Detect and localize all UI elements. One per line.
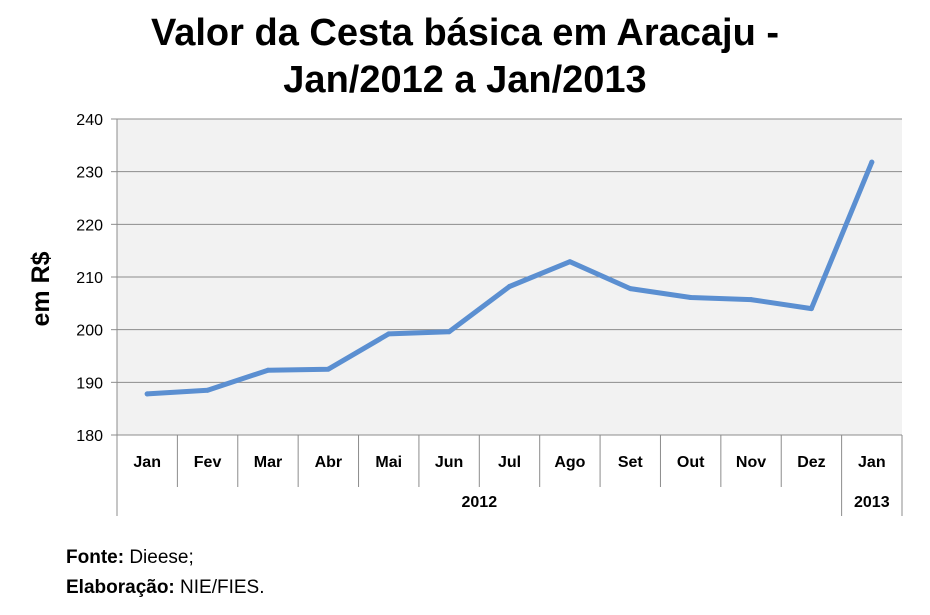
- y-tick-label: 240: [76, 112, 103, 129]
- y-tick-label: 180: [76, 428, 103, 445]
- source-label: Fonte:: [66, 547, 125, 568]
- x-group-label: 2013: [854, 494, 890, 511]
- x-tick-label: Mar: [254, 454, 282, 471]
- x-tick-label: Fev: [194, 454, 222, 471]
- credit-label: Elaboração:: [66, 577, 175, 598]
- x-group-label: 2012: [462, 494, 498, 511]
- y-axis-title: em R$: [27, 251, 55, 326]
- chart-title-line-2: Jan/2012 a Jan/2013: [283, 59, 647, 101]
- data-point: [567, 259, 573, 265]
- x-tick-label: Abr: [315, 454, 343, 471]
- footer: Fonte: Dieese; Elaboração: NIE/FIES.: [66, 543, 265, 603]
- series-layer: [144, 159, 875, 397]
- data-point: [627, 286, 633, 292]
- data-point: [205, 387, 211, 393]
- x-tick-label: Set: [618, 454, 644, 471]
- y-tick-label: 230: [76, 165, 103, 182]
- chart-title-line-1: Valor da Cesta básica em Aracaju -: [150, 12, 779, 54]
- source-line: Fonte: Dieese;: [66, 543, 265, 573]
- x-tick-label: Dez: [797, 454, 825, 471]
- chart-title: Valor da Cesta básica em Aracaju - Jan/2…: [60, 10, 870, 104]
- x-tick-label: Nov: [736, 454, 766, 471]
- data-point: [446, 329, 452, 335]
- data-point: [386, 331, 392, 337]
- data-point: [748, 297, 754, 303]
- source-value: Dieese;: [124, 547, 194, 568]
- labels: 180 190 200 210 220 230 240 2012 2013 Jan Fev Mar Ab…: [76, 112, 889, 511]
- credit-value: NIE/FIES.: [174, 577, 265, 598]
- y-tick-label: 220: [76, 217, 103, 234]
- x-tick-label: Jan: [858, 454, 886, 471]
- x-tick-label: Out: [677, 454, 705, 471]
- gridlines: [117, 118, 902, 383]
- data-point: [869, 159, 875, 165]
- y-tick-label: 210: [76, 270, 103, 287]
- x-tick-label: Mai: [375, 454, 402, 471]
- axes: [111, 118, 903, 516]
- x-tick-label: Jul: [498, 454, 521, 471]
- x-tick-label: Ago: [554, 454, 585, 471]
- data-point: [144, 391, 150, 397]
- y-tick-label: 200: [76, 323, 103, 340]
- data-point: [265, 367, 271, 373]
- data-point: [808, 306, 814, 312]
- data-point: [688, 295, 694, 301]
- data-point: [325, 366, 331, 372]
- data-point: [507, 283, 512, 289]
- y-tick-label: 190: [76, 375, 103, 392]
- x-tick-label: Jan: [133, 454, 161, 471]
- credit-line: Elaboração: NIE/FIES.: [66, 573, 265, 603]
- x-tick-label: Jun: [435, 454, 463, 471]
